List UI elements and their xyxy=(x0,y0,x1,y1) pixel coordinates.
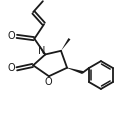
Polygon shape xyxy=(61,38,71,51)
Text: O: O xyxy=(8,31,15,41)
Text: N: N xyxy=(38,46,45,56)
Polygon shape xyxy=(67,68,83,74)
Text: O: O xyxy=(45,77,52,87)
Text: O: O xyxy=(8,63,15,73)
